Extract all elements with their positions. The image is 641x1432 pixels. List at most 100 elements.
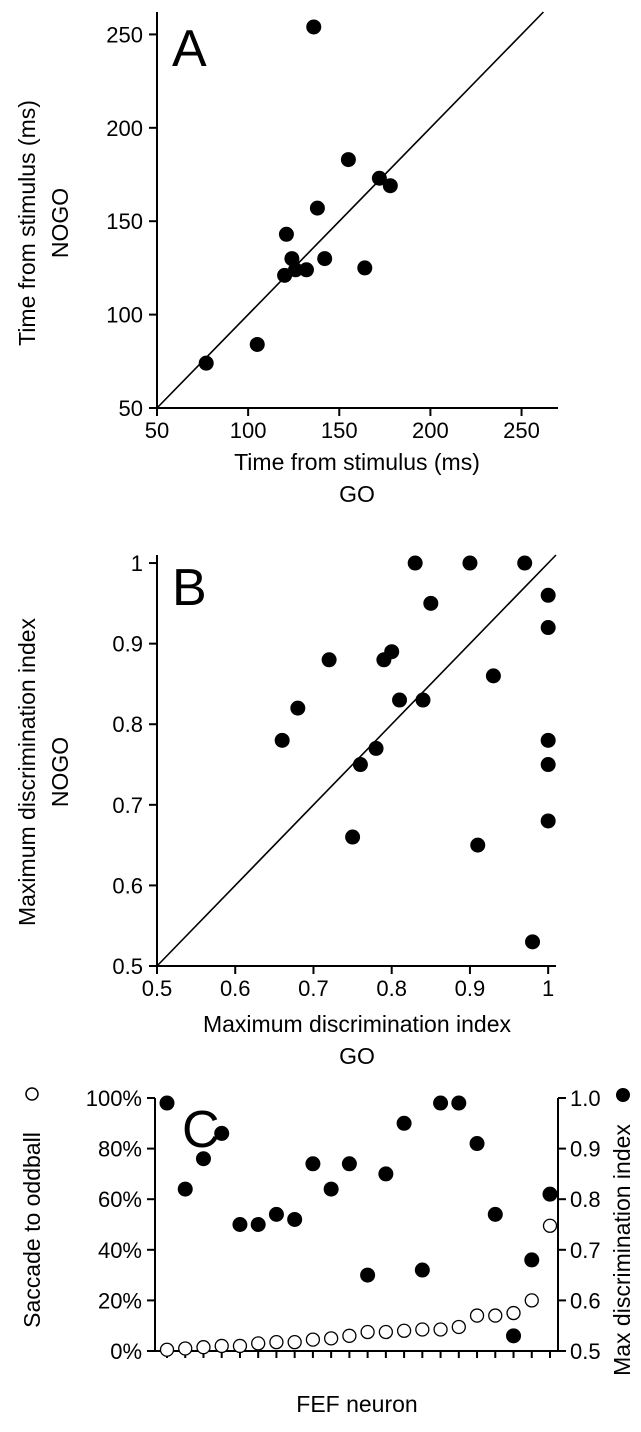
panel-c-saccade-point [214, 1338, 229, 1354]
panel-c-discrimination-point [524, 1252, 540, 1268]
panel-b-y-tick-label: 0.8 [112, 712, 143, 737]
panel-b-data-point [470, 837, 486, 853]
panel-a-y-tick-label: 150 [106, 209, 143, 234]
panel-c-left-tick-label: 100% [86, 1086, 142, 1111]
panel-b-x-tick-label: 0.5 [142, 976, 173, 1001]
panel-c-discrimination-point [451, 1095, 467, 1111]
panel-c-left-tick-label: 0% [110, 1339, 142, 1364]
panel-b-y-tick-label: 0.9 [112, 632, 143, 657]
panel-a-data-point [309, 200, 325, 216]
panel-a-y-sublabel: NOGO [47, 188, 73, 258]
panel-b-y-label: Maximum discrimination index [14, 617, 40, 926]
panel-c-saccade-point [378, 1324, 394, 1340]
panel-b-x-sublabel: GO [339, 1043, 375, 1069]
panel-b-y-tick-label: 0.5 [112, 954, 143, 979]
panel-b-data-point [274, 732, 290, 748]
panel-b-data-point [540, 732, 556, 748]
panel-c-discrimination-point [378, 1166, 394, 1182]
panel-c-left-label-open-circle-icon [25, 1087, 39, 1101]
panel-c-discrimination-point [396, 1115, 412, 1131]
panel-c-discrimination-point [542, 1186, 558, 1202]
panel-b-data-point [540, 620, 556, 636]
panel-a-x-tick-label: 250 [503, 418, 540, 443]
panel-b-x-tick-label: 0.8 [376, 976, 407, 1001]
panel-a-y-tick-label: 200 [106, 116, 143, 141]
panel-a-x-tick-label: 200 [412, 418, 449, 443]
panel-c-discrimination-point [323, 1181, 339, 1197]
panel-c-right-tick-label: 0.9 [570, 1137, 601, 1162]
panel-a-x-sublabel: GO [339, 481, 375, 507]
panel-c-discrimination-point [469, 1136, 485, 1152]
panel-b-x-tick-label: 0.9 [455, 976, 486, 1001]
panel-c-saccade-point [469, 1308, 485, 1323]
panel-b-data-point [384, 644, 400, 660]
panel-c-left-tick-label: 20% [98, 1288, 142, 1313]
panel-a-x-label: Time from stimulus (ms) [234, 449, 480, 475]
panel-b-data-point [540, 813, 556, 829]
panel-a-x-tick-label: 150 [321, 418, 358, 443]
panel-b-data-point [540, 757, 556, 773]
panel-a-data-point [249, 336, 265, 352]
panel-c-right-y-label: Max discrimination index [609, 1124, 635, 1376]
panel-b: 0.5 0.6 0.7 0.8 0.9 1 0.5 0.6 0.7 0.8 0.9 1 B Maxim… [14, 551, 557, 1069]
panel-c-saccade-point [196, 1340, 211, 1355]
panel-c-discrimination-point [159, 1095, 175, 1111]
panel-c-saccade-point [287, 1334, 302, 1350]
panel-b-data-point [525, 934, 541, 950]
panel-c-discrimination-point [232, 1217, 248, 1232]
panel-a-y-label: Time from stimulus (ms) [14, 100, 40, 346]
panel-c-discrimination-point [305, 1156, 321, 1172]
panel-b-y-tick-label: 0.7 [112, 793, 143, 818]
panel-c: 0% 20% 40% 60% 80% 100% 0.5 0.6 0.7 0.8 0.9 1.0 C F… [19, 1086, 635, 1417]
panel-c-discrimination-point [268, 1206, 284, 1222]
panel-c-saccade-point [488, 1308, 503, 1323]
panel-c-saccade-point [396, 1323, 412, 1338]
panel-a-data-point [198, 355, 214, 371]
panel-c-saccade-point [305, 1332, 321, 1347]
panel-c-right-tick-label: 0.6 [570, 1288, 601, 1313]
panel-b-x-tick-label: 1 [542, 976, 554, 1001]
panel-b-label: B [172, 559, 207, 617]
panel-c-discrimination-point [250, 1217, 266, 1232]
panel-c-left-tick-label: 60% [98, 1187, 142, 1212]
panel-b-y-sublabel: NOGO [47, 737, 73, 807]
panel-c-left-tick-label: 80% [98, 1137, 142, 1162]
panel-b-y-tick-label: 0.6 [112, 873, 143, 898]
panel-c-saccade-point [524, 1293, 539, 1308]
panel-c-saccade-point [451, 1319, 466, 1335]
panel-b-data-point [321, 652, 337, 668]
panel-a-x-tick-label: 50 [145, 418, 169, 443]
panel-c-saccade-point [269, 1334, 284, 1350]
panel-b-data-point [517, 555, 533, 571]
panel-c-left-tick-label: 40% [98, 1238, 142, 1263]
panel-b-data-point [415, 692, 431, 708]
panel-c-saccade-point [232, 1338, 248, 1354]
panel-a-data-point [382, 178, 398, 194]
panel-c-discrimination-point [506, 1328, 522, 1344]
panel-c-saccade-point [360, 1324, 375, 1340]
panel-a: 50 100 150 200 250 50 100 150 200 250 A Time from… [14, 11, 558, 507]
panel-a-data-point [288, 262, 304, 278]
panel-c-discrimination-point [195, 1151, 211, 1167]
panel-c-discrimination-point [360, 1267, 376, 1283]
panel-c-right-tick-label: 0.8 [570, 1187, 601, 1212]
panel-b-data-point [407, 555, 423, 571]
panel-b-data-point [290, 700, 306, 716]
panel-a-data-point [371, 170, 387, 186]
panel-c-saccade-point [506, 1305, 521, 1321]
panel-c-label: C [182, 1101, 220, 1159]
panel-c-discrimination-point [214, 1125, 230, 1141]
panel-c-discrimination-point [177, 1181, 193, 1197]
panel-a-data-point [317, 251, 333, 267]
panel-c-discrimination-point [487, 1206, 503, 1222]
panel-a-data-point [298, 262, 314, 278]
panel-a-data-point [306, 19, 322, 35]
panel-c-right-label-filled-circle-icon [616, 1088, 630, 1102]
panel-b-data-point [485, 668, 501, 684]
panel-a-label: A [172, 20, 207, 78]
panel-b-data-point [423, 595, 439, 611]
panel-c-discrimination-point [433, 1095, 449, 1111]
panel-b-x-tick-label: 0.6 [220, 976, 251, 1001]
panel-c-x-label: FEF neuron [296, 1391, 417, 1417]
